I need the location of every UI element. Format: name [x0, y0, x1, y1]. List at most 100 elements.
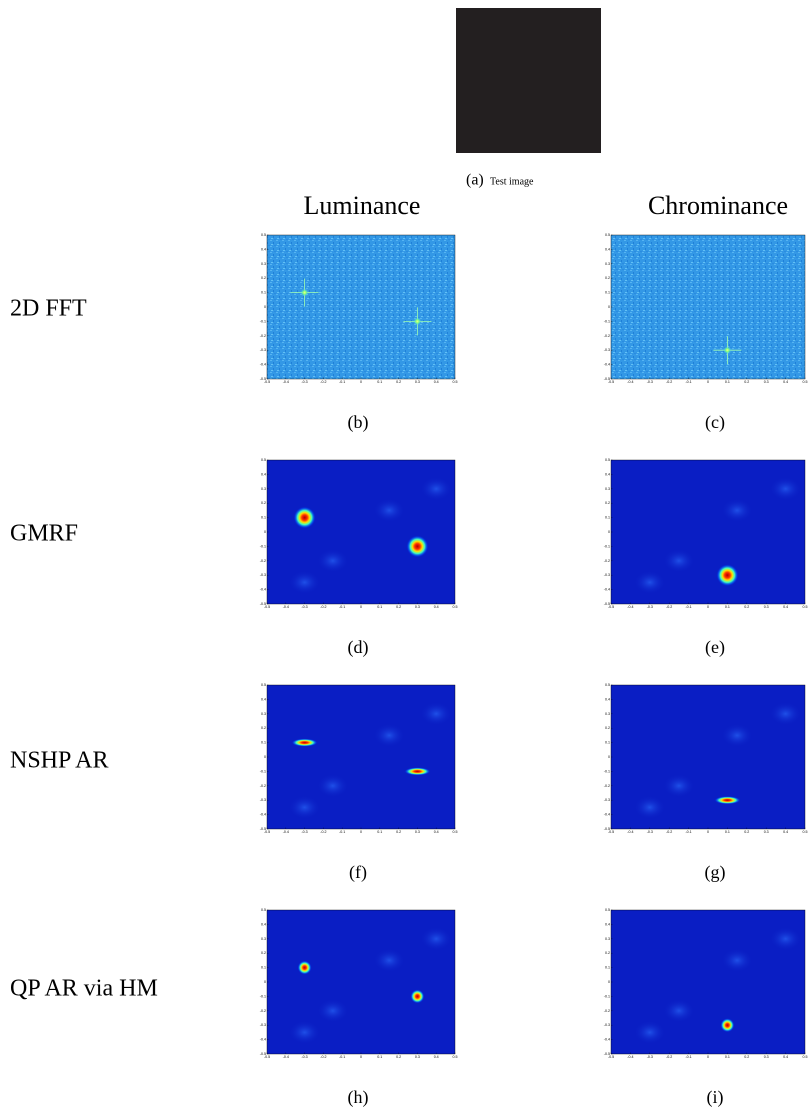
x-tick-label: 0 — [707, 605, 709, 609]
y-tick-label: -0.5 — [260, 1052, 266, 1056]
spectrum-plot: -0.5-0.5 -0.4 -0.4 -0.3 -0.3 -0.2 -0.2 -0.1 -0.1… — [604, 458, 808, 609]
plot-area — [611, 235, 805, 379]
y-tick-label: -0.2 — [260, 784, 266, 788]
y-tick-label: -0.4 — [260, 588, 266, 592]
x-tick-label: 0.2 — [744, 830, 749, 834]
y-tick-label: 0 — [608, 305, 610, 309]
y-tick-label: 0 — [264, 755, 266, 759]
y-tick-label: 0.4 — [605, 472, 610, 476]
x-tick-label: -0.4 — [627, 380, 633, 384]
x-tick-label: -0.3 — [301, 605, 307, 609]
plot-frame — [266, 459, 456, 605]
y-tick-label: 0.5 — [261, 683, 266, 687]
y-tick-label: -0.5 — [260, 827, 266, 831]
x-tick-label: -0.3 — [647, 605, 653, 609]
background-texture — [373, 723, 406, 748]
x-tick-label: 0.3 — [415, 380, 420, 384]
y-tick-label: 0.4 — [605, 247, 610, 251]
x-tick-label: -0.2 — [320, 1055, 326, 1059]
x-tick-label: -0.5 — [264, 380, 270, 384]
y-tick-label: -0.2 — [604, 559, 610, 563]
x-tick-label: 0 — [707, 830, 709, 834]
y-tick-label: -0.3 — [260, 798, 266, 802]
spectral-peak — [716, 564, 739, 587]
plot-frame — [266, 684, 456, 830]
spectral-peak — [713, 336, 742, 365]
x-tick-label: -0.5 — [608, 1055, 614, 1059]
x-tick-label: 0.5 — [803, 830, 808, 834]
background-texture — [721, 723, 754, 748]
caption-text: Test image — [490, 176, 534, 187]
y-tick-label: 0.5 — [605, 683, 610, 687]
spectrum-plot: -0.5-0.5 -0.4 -0.4 -0.3 -0.3 -0.2 -0.2 -0.1 -0.1… — [260, 908, 458, 1059]
test-image — [456, 8, 601, 153]
y-tick-label: -0.2 — [604, 334, 610, 338]
background-texture — [373, 498, 406, 523]
y-tick-label: 0 — [264, 530, 266, 534]
y-tick-label: 0.5 — [261, 458, 266, 462]
background-texture — [721, 948, 754, 973]
plot-frame — [610, 459, 806, 605]
background-texture — [633, 570, 666, 595]
x-tick-label: -0.2 — [320, 380, 326, 384]
x-tick-label: -0.4 — [283, 605, 289, 609]
plot-area — [267, 235, 455, 379]
x-tick-label: -0.2 — [666, 830, 672, 834]
x-tick-label: 0.5 — [453, 1055, 458, 1059]
y-tick-label: -0.2 — [260, 1009, 266, 1013]
y-tick-label: -0.3 — [604, 798, 610, 802]
x-tick-label: 0.1 — [725, 380, 730, 384]
background-texture — [769, 701, 802, 726]
y-tick-label: -0.2 — [260, 559, 266, 563]
x-tick-label: -0.3 — [647, 830, 653, 834]
x-tick-label: -0.3 — [647, 380, 653, 384]
x-tick-label: 0.1 — [377, 605, 382, 609]
y-tick-label: 0 — [264, 305, 266, 309]
y-tick-label: 0.4 — [605, 697, 610, 701]
panel-caption: (g) — [705, 862, 726, 883]
x-tick-label: -0.1 — [685, 380, 691, 384]
x-tick-label: -0.5 — [264, 1055, 270, 1059]
x-tick-label: -0.3 — [301, 380, 307, 384]
x-tick-label: 0.5 — [453, 380, 458, 384]
peak-core — [723, 346, 732, 355]
y-tick-label: -0.3 — [260, 1023, 266, 1027]
spectral-peak — [410, 989, 425, 1004]
x-tick-label: 0.5 — [803, 380, 808, 384]
y-tick-label: -0.4 — [604, 813, 610, 817]
y-tick-label: -0.1 — [260, 769, 266, 773]
y-tick-label: 0.1 — [605, 966, 610, 970]
y-tick-label: 0.4 — [261, 697, 266, 701]
y-tick-label: -0.3 — [260, 573, 266, 577]
spectrum-plot: -0.5-0.5 -0.4 -0.4 -0.3 -0.3 -0.2 -0.2 -0.1 -0.1… — [260, 233, 458, 384]
background-texture — [316, 548, 349, 573]
y-tick-label: 0.3 — [261, 487, 266, 491]
x-tick-label: 0.5 — [803, 605, 808, 609]
x-tick-label: 0.4 — [434, 1055, 439, 1059]
x-tick-label: 0 — [360, 605, 362, 609]
spectrum-plot: -0.5-0.5 -0.4 -0.4 -0.3 -0.3 -0.2 -0.2 -0.1 -0.1… — [260, 458, 458, 609]
panel-caption: (h) — [348, 1087, 369, 1108]
x-tick-label: -0.2 — [666, 605, 672, 609]
x-tick-label: 0.3 — [764, 605, 769, 609]
y-tick-label: 0.2 — [605, 726, 610, 730]
x-tick-label: 0.4 — [783, 1055, 788, 1059]
background-texture — [420, 926, 453, 951]
panel-caption: (b) — [348, 412, 369, 433]
x-tick-label: 0.4 — [434, 830, 439, 834]
x-tick-label: 0.3 — [415, 1055, 420, 1059]
background-texture — [633, 1020, 666, 1045]
x-tick-label: -0.2 — [320, 605, 326, 609]
background-texture — [721, 498, 754, 523]
x-tick-label: 0.4 — [434, 380, 439, 384]
column-header: Luminance — [304, 191, 421, 220]
panel-caption: (i) — [707, 1087, 724, 1108]
x-tick-label: -0.1 — [339, 1055, 345, 1059]
y-tick-label: -0.5 — [260, 602, 266, 606]
spectral-peak — [403, 307, 432, 336]
y-tick-label: 0.1 — [261, 291, 266, 295]
y-tick-label: 0 — [608, 530, 610, 534]
background-texture — [373, 948, 406, 973]
background-texture — [288, 1020, 321, 1045]
y-tick-label: 0.3 — [605, 937, 610, 941]
